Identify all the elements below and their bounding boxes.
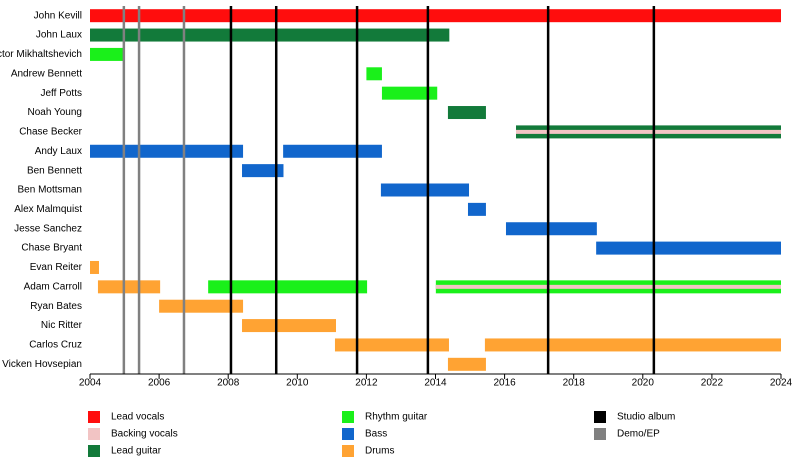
x-tick-label: 2016 (493, 378, 516, 389)
member-label: Adam Carroll (24, 281, 82, 292)
legend-swatch (342, 445, 354, 457)
span-bar (90, 47, 125, 61)
member-label: Andy Laux (35, 146, 82, 157)
span-bar (596, 241, 781, 255)
legend-label: Drums (365, 446, 394, 457)
member-label: John Laux (36, 30, 82, 41)
legend-swatch (88, 445, 100, 457)
span-bar (505, 222, 597, 236)
legend-swatch (594, 411, 606, 423)
span-bar (90, 260, 99, 274)
member-label: Carlos Cruz (29, 340, 82, 351)
member-label: Ben Bennett (27, 165, 82, 176)
member-label: Ryan Bates (30, 301, 82, 312)
x-tick-label: 2012 (355, 378, 378, 389)
member-label: Ben Mottsman (18, 185, 82, 196)
legend-swatch (88, 428, 100, 440)
legend-swatch (594, 428, 606, 440)
member-label: Jesse Sanchez (14, 223, 82, 234)
span-bar (467, 202, 486, 216)
member-label: Evan Reiter (30, 262, 83, 273)
legend-label: Backing vocals (111, 429, 178, 440)
span-bar (242, 319, 336, 333)
member-label: John Kevill (34, 10, 82, 21)
legend-label: Lead vocals (111, 412, 164, 423)
x-tick-label: 2006 (148, 378, 171, 389)
legend-swatch (88, 411, 100, 423)
span-stripe (435, 284, 781, 289)
span-bar (242, 164, 284, 178)
member-label: Andrew Bennett (11, 68, 82, 79)
x-tick-label: 2008 (217, 378, 240, 389)
span-bar (381, 86, 438, 100)
span-bar (90, 9, 781, 23)
span-bar (97, 280, 161, 294)
span-bar (208, 280, 368, 294)
span-bar (283, 144, 382, 158)
member-label: Jeff Potts (40, 88, 82, 99)
x-tick-label: 2022 (701, 378, 724, 389)
span-bar (380, 183, 470, 197)
member-label: Victor Mikhaltshevich (0, 49, 82, 60)
legend-label: Bass (365, 429, 387, 440)
x-tick-label: 2024 (770, 378, 793, 389)
span-bar (334, 338, 449, 352)
x-tick-label: 2018 (563, 378, 586, 389)
x-tick-label: 2014 (424, 378, 447, 389)
member-label: Chase Becker (19, 127, 82, 138)
span-bar (90, 28, 450, 42)
legend-label: Lead guitar (111, 446, 162, 457)
span-bar (159, 299, 244, 313)
span-bar (366, 67, 382, 81)
member-label: Alex Malmquist (14, 204, 82, 215)
member-label: Nic Ritter (41, 320, 83, 331)
span-bar (484, 338, 781, 352)
x-tick-label: 2004 (79, 378, 102, 389)
span-bar (447, 357, 486, 371)
x-tick-label: 2020 (632, 378, 655, 389)
x-tick-label: 2010 (286, 378, 309, 389)
span-bar (90, 144, 244, 158)
legend-swatch (342, 428, 354, 440)
legend-label: Studio album (617, 412, 675, 423)
span-bar (447, 106, 486, 120)
member-label: Chase Bryant (21, 243, 82, 254)
member-label: Noah Young (27, 107, 82, 118)
legend-label: Demo/EP (617, 429, 660, 440)
span-stripe (516, 129, 781, 134)
legend-swatch (342, 411, 354, 423)
legend-label: Rhythm guitar (365, 412, 428, 423)
member-label: Vicken Hovsepian (2, 359, 82, 370)
